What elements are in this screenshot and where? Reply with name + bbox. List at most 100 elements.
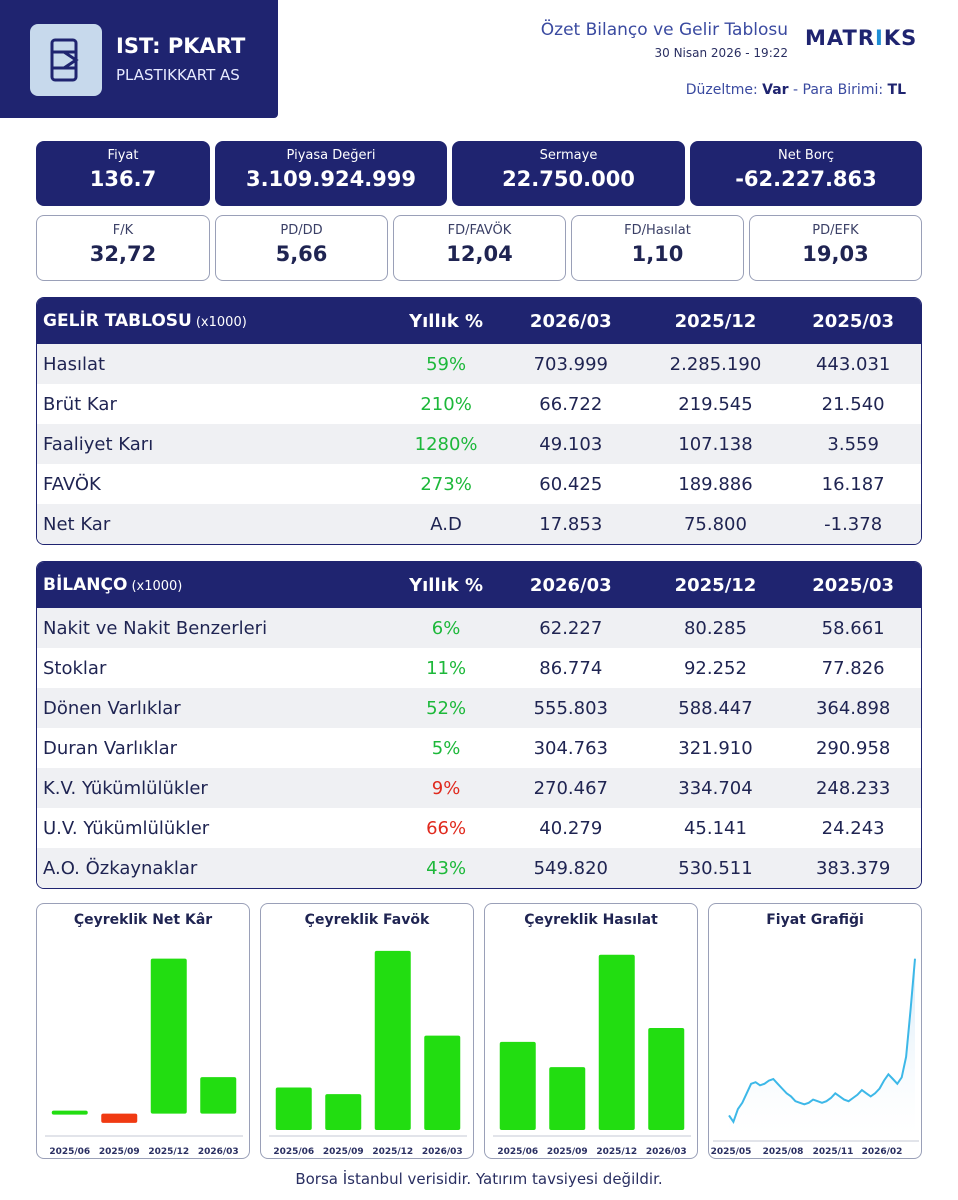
bar <box>424 1035 461 1130</box>
row-value: 3.559 <box>827 433 879 455</box>
bar <box>499 1041 536 1130</box>
adjust-label: Düzeltme: <box>685 82 758 98</box>
row-yoy: 1280% <box>414 433 478 455</box>
row-yoy: 11% <box>426 657 467 679</box>
col-yoy: Yıllık % <box>409 310 484 332</box>
kpi-label: Piyasa Değeri <box>286 148 376 163</box>
x-tick-label: 2025/06 <box>49 1147 90 1157</box>
table-title-text: GELİR TABLOSU <box>43 311 192 331</box>
row-value: 24.243 <box>821 817 885 839</box>
row-label: Duran Varlıklar <box>43 737 178 759</box>
row-value: 248.233 <box>815 777 891 799</box>
row-value: 443.031 <box>815 353 891 375</box>
col-period: 2025/03 <box>812 574 895 596</box>
kpi-market-cap: Piyasa Değeri 3.109.924.999 <box>215 141 447 206</box>
table-unit: (x1000) <box>195 315 247 330</box>
row-value: -1.378 <box>824 513 883 535</box>
chart-title: Çeyreklik Favök <box>304 912 430 928</box>
row-value: 66.722 <box>539 393 603 415</box>
table-row: Stoklar 11% 86.774 92.252 77.826 <box>37 648 921 688</box>
table-row: Duran Varlıklar 5% 304.763 321.910 290.958 <box>37 728 921 768</box>
row-value: 555.803 <box>533 697 609 719</box>
x-tick-label: 2025/05 <box>711 1147 752 1157</box>
kpi-label: PD/DD <box>280 223 323 238</box>
row-value: 92.252 <box>683 657 747 679</box>
x-tick-label: 2026/03 <box>422 1147 463 1157</box>
col-period: 2026/03 <box>529 574 612 596</box>
row-value: 304.763 <box>533 737 609 759</box>
row-value: 45.141 <box>683 817 747 839</box>
row-yoy: 6% <box>431 617 461 639</box>
brand-part-2: I <box>875 26 884 50</box>
x-tick-label: 2025/06 <box>497 1147 538 1157</box>
chart-quarterly-ebitda: 2025/06 2025/09 2025/12 2026/03 Çeyreklik F… <box>260 903 474 1159</box>
x-tick-label: 2025/09 <box>547 1147 588 1157</box>
x-tick-label: 2025/12 <box>372 1147 413 1157</box>
row-value: 17.853 <box>539 513 603 535</box>
table-row: U.V. Yükümlülükler 66% 40.279 45.141 24.243 <box>37 808 921 848</box>
row-value: 364.898 <box>815 697 891 719</box>
table-body: Nakit ve Nakit Benzerleri 6% 62.227 80.285 5… <box>37 608 921 888</box>
table-row: Nakit ve Nakit Benzerleri 6% 62.227 80.285 5… <box>37 608 921 648</box>
currency-label: Para Birimi: <box>802 82 884 98</box>
kpi-net-debt: Net Borç -62.227.863 <box>690 141 922 206</box>
kpi-value: 1,10 <box>631 242 684 266</box>
row-label: Net Kar <box>43 513 111 535</box>
row-value: 60.425 <box>539 473 603 495</box>
kpi-p-efk: PD/EFK 19,03 <box>749 215 922 281</box>
row-label: Nakit ve Nakit Benzerleri <box>43 617 268 639</box>
row-label: U.V. Yükümlülükler <box>43 817 210 839</box>
adjust-value: Var <box>762 82 789 98</box>
chart-title: Çeyreklik Net Kâr <box>73 912 213 928</box>
row-value: 62.227 <box>539 617 603 639</box>
row-value: 16.187 <box>821 473 885 495</box>
kpi-label: FD/Hasılat <box>624 223 691 238</box>
table-row: Net Kar A.D 17.853 75.800 -1.378 <box>37 504 921 544</box>
col-period: 2025/03 <box>812 310 895 332</box>
table-row: Brüt Kar 210% 66.722 219.545 21.540 <box>37 384 921 424</box>
kpi-label: Net Borç <box>777 148 835 163</box>
chart-svg: 2025/06 2025/09 2025/12 2026/03 <box>269 950 467 1157</box>
company-logo-icon <box>30 24 102 96</box>
kpi-value: 12,04 <box>446 242 513 266</box>
bar <box>648 1028 685 1130</box>
row-value: 549.820 <box>533 857 609 879</box>
kpi-value: 19,03 <box>802 242 869 266</box>
price-line <box>728 958 916 1124</box>
table-row: Dönen Varlıklar 52% 555.803 588.447 364.898 <box>37 688 921 728</box>
row-value: 49.103 <box>539 433 603 455</box>
row-value: 530.511 <box>678 857 753 879</box>
x-tick-label: 2025/09 <box>323 1147 364 1157</box>
bar <box>549 1067 586 1130</box>
chart-svg: 2025/06 2025/09 2025/12 2026/03 <box>45 958 243 1157</box>
x-tick-label: 2025/06 <box>273 1147 314 1157</box>
report-date: 30 Nisan 2026 - 19:22 <box>654 46 789 60</box>
brand-part-1: MATR <box>805 26 876 50</box>
matriks-logo: MATRIKS <box>805 26 917 50</box>
col-period: 2025/12 <box>674 574 757 596</box>
kpi-capital: Sermaye 22.750.000 <box>452 141 685 206</box>
table-row: FAVÖK 273% 60.425 189.886 16.187 <box>37 464 921 504</box>
kpi-price: Fiyat 136.7 <box>36 141 210 206</box>
kpi-ev-sales: FD/Hasılat 1,10 <box>571 215 744 281</box>
x-tick-label: 2025/12 <box>148 1147 189 1157</box>
kpi-label: PD/EFK <box>812 223 859 238</box>
kpi-ev-ebitda: FD/FAVÖK 12,04 <box>393 215 566 281</box>
bar <box>275 1087 312 1130</box>
table-header: GELİR TABLOSU (x1000) Yıllık % 2026/03 20… <box>37 298 921 344</box>
row-value: 86.774 <box>539 657 603 679</box>
x-tick-label: 2025/12 <box>596 1147 637 1157</box>
disclaimer: Borsa İstanbul verisidir. Yatırım tavsiy… <box>295 1170 663 1188</box>
table-body: Hasılat 59% 703.999 2.285.190 443.031 Brüt Ka… <box>37 344 921 544</box>
row-value: 58.661 <box>821 617 885 639</box>
row-yoy: 9% <box>431 777 461 799</box>
kpi-pe: F/K 32,72 <box>36 215 210 281</box>
row-label: K.V. Yükümlülükler <box>43 777 208 799</box>
brand-panel: IST: PKART PLASTIKKART AS <box>0 0 278 118</box>
chart-quarterly-net-profit: 2025/06 2025/09 2025/12 2026/03 Çeyreklik N… <box>36 903 250 1159</box>
kpi-value: 22.750.000 <box>502 167 635 191</box>
row-value: 703.999 <box>533 353 609 375</box>
chart-price: 2025/05 2025/08 2025/11 2026/02 Fiyat Grafi… <box>708 903 922 1159</box>
col-period: 2026/03 <box>529 310 612 332</box>
kpi-value: 5,66 <box>275 242 328 266</box>
